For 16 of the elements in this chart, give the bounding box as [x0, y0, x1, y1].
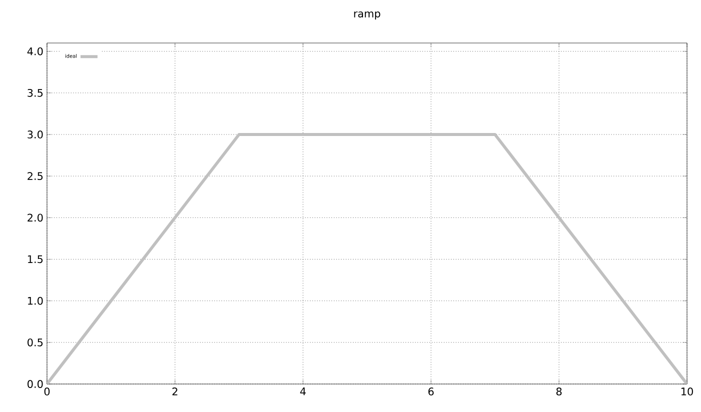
x-tick-label: 4 — [300, 388, 306, 396]
x-tick-label: 0 — [44, 388, 50, 396]
y-tick-label: 1.5 — [28, 255, 43, 264]
x-tick-label: 2 — [172, 388, 178, 396]
y-tick-label: 3.5 — [28, 88, 43, 97]
y-tick-label: 4.0 — [27, 47, 43, 56]
y-tick-label: 1.0 — [28, 296, 43, 305]
y-tick-label: 2.5 — [28, 172, 43, 180]
x-tick-label: 10 — [682, 388, 693, 396]
y-tick-label: 0.0 — [28, 380, 43, 388]
y-tick-label: 0.5 — [28, 338, 43, 346]
x-tick-label: 8 — [556, 388, 562, 396]
y-tick-label: 2.0 — [28, 214, 43, 222]
x-tick-label: 6 — [428, 388, 434, 396]
chart-title: ramp — [354, 11, 380, 20]
y-tick-label: 3.0 — [28, 130, 43, 138]
